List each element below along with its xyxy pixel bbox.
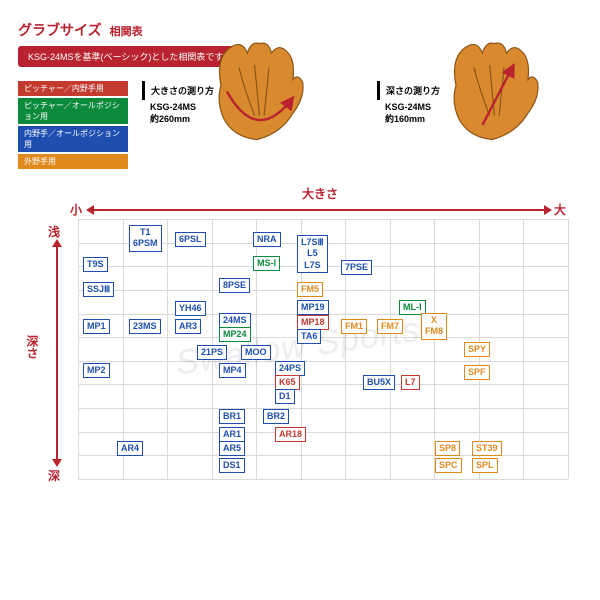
axis-y-arrow [56,247,58,459]
model-cell: DS1 [219,458,245,473]
model-cell: MOO [241,345,271,360]
axis-x-arrow [94,209,544,211]
model-cell: 24MS [219,313,251,328]
model-cell: 6PSL [175,232,206,247]
model-cell: AR4 [117,441,143,456]
axis-x-label: 大きさ [302,185,338,202]
legend-item: ピッチャー／内野手用 [18,81,128,96]
model-cell: 24PS [275,361,305,376]
model-cell: TA6 [297,329,321,344]
model-cell: 7PSE [341,260,372,275]
axis-y-label: 深さ [24,335,41,359]
model-cell: MS-Ⅰ [253,256,280,271]
model-cell: MP1 [83,319,110,334]
model-cell: AR18 [275,427,306,442]
model-cell: BR2 [263,409,289,424]
model-cell: 8PSE [219,278,250,293]
glove-size-image [197,29,317,154]
glove-size-block: 大きさの測り方 KSG-24MS 約260mm [142,81,317,154]
model-cell: L7 [401,375,420,390]
glove-depth-label: 深さの測り方 [377,81,440,100]
model-cell: SP8 [435,441,460,456]
axis-y-min: 浅 [48,223,60,240]
model-cell: L7SⅢL5L7S [297,235,328,273]
title-main: グラブサイズ [18,20,102,40]
model-cell: AR1 [219,427,245,442]
model-cell: T16PSM [129,225,162,252]
model-cell: ST39 [472,441,502,456]
model-cell: NRA [253,232,281,247]
axis-y-max: 深 [48,467,60,484]
model-cell: MP2 [83,363,110,378]
legend: ピッチャー／内野手用ピッチャー／オールポジション用内野手／オールポジション用外野… [18,81,128,169]
model-cell: SPL [472,458,498,473]
axis-x-max: 大 [554,201,566,218]
glove-depth-model: KSG-24MS [385,102,431,114]
model-cell: MP19 [297,300,329,315]
legend-item: 外野手用 [18,154,128,169]
model-cell: SPY [464,342,490,357]
glove-size-value: 約260mm [150,114,190,126]
glove-depth-value: 約160mm [385,114,425,126]
model-cell: FM7 [377,319,403,334]
model-cell: T9S [83,257,108,272]
model-cell: FM1 [341,319,367,334]
header-row: ピッチャー／内野手用ピッチャー／オールポジション用内野手／オールポジション用外野… [18,81,582,169]
title-sub: 相関表 [110,23,143,39]
model-cell: MP18 [297,315,329,330]
model-cell: YH46 [175,301,206,316]
model-cell: D1 [275,389,295,404]
axis-x-min: 小 [70,201,82,218]
model-cell: FM5 [297,282,323,297]
model-cell: SPF [464,365,490,380]
model-cell: SSJⅢ [83,282,114,297]
glove-depth-image [432,29,552,154]
model-cell: SPC [435,458,462,473]
glove-size-model: KSG-24MS [150,102,196,114]
chart: 大きさ 小 大 深さ 浅 深 Swallow Sports T16PSM6PSL… [20,187,576,507]
glove-depth-block: 深さの測り方 KSG-24MS 約160mm [377,81,552,154]
model-cell: 21PS [197,345,227,360]
model-cell: 23MS [129,319,161,334]
model-cell: BU5X [363,375,395,390]
model-cell: BR1 [219,409,245,424]
model-cell: AR5 [219,441,245,456]
model-cell: AR3 [175,319,201,334]
legend-item: ピッチャー／オールポジション用 [18,98,128,124]
model-cell: MP4 [219,363,246,378]
model-cell: K65 [275,375,300,390]
model-cell: MP24 [219,327,251,342]
legend-item: 内野手／オールポジション用 [18,126,128,152]
model-cell: XFM8 [421,313,447,340]
